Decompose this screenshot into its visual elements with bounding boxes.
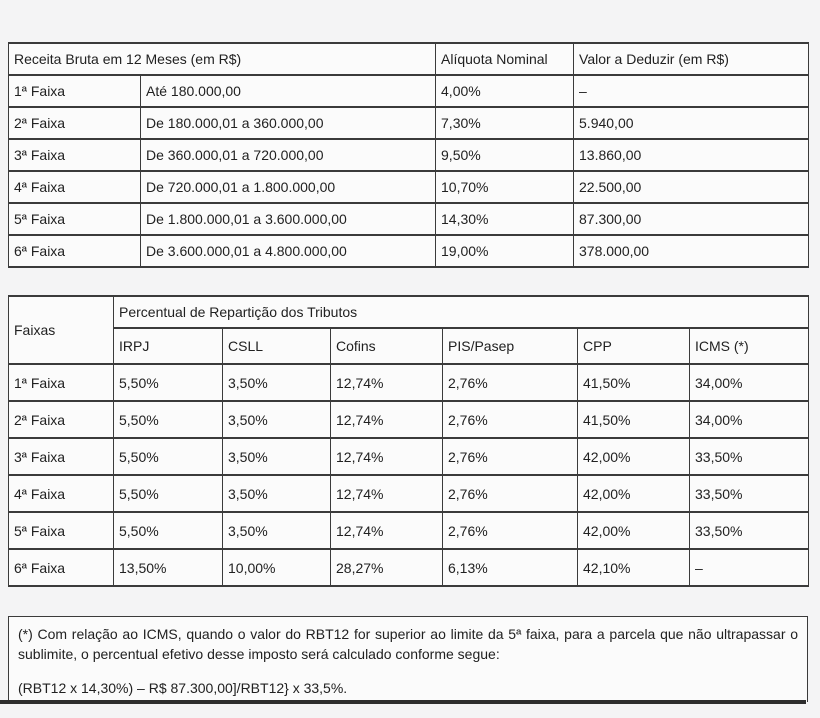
icms-cell: 34,00% bbox=[688, 363, 810, 402]
icms-cell: 33,50% bbox=[688, 474, 810, 513]
faixa-cell: 2ª Faixa bbox=[8, 106, 141, 140]
irpj-cell: 5,50% bbox=[113, 400, 223, 439]
csll-cell: 3,50% bbox=[222, 437, 331, 476]
column-header-cpp: CPP bbox=[577, 327, 690, 365]
column-header-receita: Receita Bruta em 12 Meses (em R$) bbox=[7, 42, 437, 76]
column-header-csll: CSLL bbox=[222, 327, 331, 365]
icms-cell: 34,00% bbox=[688, 400, 810, 439]
cpp-cell: 42,00% bbox=[577, 474, 690, 513]
table-row: 3ª Faixa 5,50% 3,50% 12,74% 2,76% 42,00%… bbox=[8, 437, 810, 476]
table-row: 3ª Faixa De 360.000,01 a 720.000,00 9,50… bbox=[8, 138, 810, 172]
aliquota-cell: 4,00% bbox=[435, 74, 575, 108]
table-group-header-row: Faixas Percentual de Repartição dos Trib… bbox=[8, 295, 810, 365]
cofins-cell: 12,74% bbox=[330, 363, 443, 402]
irpj-cell: 5,50% bbox=[113, 363, 223, 402]
aliquota-cell: 9,50% bbox=[435, 138, 575, 172]
table-row: 6ª Faixa De 3.600.000,01 a 4.800.000,00 … bbox=[8, 234, 810, 268]
cofins-cell: 12,74% bbox=[330, 400, 443, 439]
csll-cell: 3,50% bbox=[222, 363, 331, 402]
group-header-percentual: Percentual de Repartição dos Tributos bbox=[112, 295, 810, 329]
csll-cell: 3,50% bbox=[222, 400, 331, 439]
table-row: 5ª Faixa De 1.800.000,01 a 3.600.000,00 … bbox=[8, 202, 810, 236]
faixa-cell: 5ª Faixa bbox=[8, 511, 114, 550]
table-row: 2ª Faixa De 180.000,01 a 360.000,00 7,30… bbox=[8, 106, 810, 140]
table-row: 4ª Faixa De 720.000,01 a 1.800.000,00 10… bbox=[8, 170, 810, 204]
column-header-icms: ICMS (*) bbox=[688, 327, 810, 365]
tax-distribution-table: Faixas Percentual de Repartição dos Trib… bbox=[8, 295, 810, 587]
pis-pasep-cell: 2,76% bbox=[442, 511, 578, 550]
cofins-cell: 12,74% bbox=[330, 474, 443, 513]
cpp-cell: 41,50% bbox=[577, 363, 690, 402]
table-row: 4ª Faixa 5,50% 3,50% 12,74% 2,76% 42,00%… bbox=[8, 474, 810, 513]
cpp-cell: 42,00% bbox=[577, 511, 690, 550]
cofins-cell: 12,74% bbox=[330, 437, 443, 476]
cofins-cell: 28,27% bbox=[330, 548, 443, 587]
deduzir-cell: 22.500,00 bbox=[573, 170, 810, 204]
faixa-cell: 6ª Faixa bbox=[8, 548, 114, 587]
column-header-deduzir: Valor a Deduzir (em R$) bbox=[573, 42, 810, 76]
aliquota-cell: 10,70% bbox=[435, 170, 575, 204]
column-header-aliquota: Alíquota Nominal bbox=[435, 42, 575, 76]
table-row: 5ª Faixa 5,50% 3,50% 12,74% 2,76% 42,00%… bbox=[8, 511, 810, 550]
table-subheader-row: IRPJ CSLL Cofins PIS/Pasep CPP ICMS (*) bbox=[9, 327, 810, 365]
faixa-cell: 2ª Faixa bbox=[8, 400, 114, 439]
receita-cell: De 1.800.000,01 a 3.600.000,00 bbox=[139, 202, 437, 236]
irpj-cell: 5,50% bbox=[113, 511, 223, 550]
pis-pasep-cell: 6,13% bbox=[442, 548, 578, 587]
footnote-formula: (RBT12 x 14,30%) – R$ 87.300,00]/RBT12} … bbox=[18, 679, 348, 696]
pis-pasep-cell: 2,76% bbox=[442, 474, 578, 513]
pis-pasep-cell: 2,76% bbox=[442, 400, 578, 439]
aliquota-cell: 7,30% bbox=[435, 106, 575, 140]
deduzir-cell: 378.000,00 bbox=[573, 234, 810, 268]
pis-pasep-cell: 2,76% bbox=[442, 363, 578, 402]
irpj-cell: 13,50% bbox=[113, 548, 223, 587]
receita-cell: De 360.000,01 a 720.000,00 bbox=[139, 138, 437, 172]
faixa-cell: 5ª Faixa bbox=[8, 202, 141, 236]
cpp-cell: 42,10% bbox=[577, 548, 690, 587]
cofins-cell: 12,74% bbox=[330, 511, 443, 550]
table-header-row: Receita Bruta em 12 Meses (em R$) Alíquo… bbox=[7, 42, 810, 76]
csll-cell: 3,50% bbox=[222, 474, 331, 513]
icms-cell: – bbox=[688, 548, 810, 587]
csll-cell: 10,00% bbox=[222, 548, 331, 587]
faixa-cell: 4ª Faixa bbox=[8, 170, 141, 204]
faixa-cell: 1ª Faixa bbox=[8, 74, 141, 108]
table-row: 6ª Faixa 13,50% 10,00% 28,27% 6,13% 42,1… bbox=[8, 548, 810, 587]
footnote-paragraph: (*) Com relação ao ICMS, quando o valor … bbox=[18, 626, 798, 663]
bottom-scan-bar bbox=[0, 700, 806, 704]
receita-cell: De 3.600.000,01 a 4.800.000,00 bbox=[139, 234, 437, 268]
cpp-cell: 42,00% bbox=[577, 437, 690, 476]
irpj-cell: 5,50% bbox=[113, 437, 223, 476]
faixa-cell: 1ª Faixa bbox=[8, 363, 114, 402]
deduzir-cell: 87.300,00 bbox=[573, 202, 810, 236]
table-row: 2ª Faixa 5,50% 3,50% 12,74% 2,76% 41,50%… bbox=[8, 400, 810, 439]
faixa-cell: 3ª Faixa bbox=[8, 437, 114, 476]
pis-pasep-cell: 2,76% bbox=[442, 437, 578, 476]
column-header-irpj: IRPJ bbox=[113, 327, 223, 365]
aliquota-cell: 14,30% bbox=[435, 202, 575, 236]
faixa-cell: 4ª Faixa bbox=[8, 474, 114, 513]
deduzir-cell: 5.940,00 bbox=[573, 106, 810, 140]
column-header-pis-pasep: PIS/Pasep bbox=[442, 327, 578, 365]
tax-brackets-table: Receita Bruta em 12 Meses (em R$) Alíquo… bbox=[7, 42, 810, 268]
faixa-cell: 6ª Faixa bbox=[8, 234, 141, 268]
deduzir-cell: 13.860,00 bbox=[573, 138, 810, 172]
cpp-cell: 41,50% bbox=[577, 400, 690, 439]
aliquota-cell: 19,00% bbox=[435, 234, 575, 268]
irpj-cell: 5,50% bbox=[113, 474, 223, 513]
table-row: 1ª Faixa Até 180.000,00 4,00% – bbox=[8, 74, 810, 108]
column-header-faixas: Faixas bbox=[8, 295, 114, 365]
receita-cell: De 180.000,01 a 360.000,00 bbox=[139, 106, 437, 140]
icms-cell: 33,50% bbox=[688, 511, 810, 550]
deduzir-cell: – bbox=[573, 74, 810, 108]
icms-footnote: (*) Com relação ao ICMS, quando o valor … bbox=[8, 616, 808, 702]
receita-cell: De 720.000,01 a 1.800.000,00 bbox=[139, 170, 437, 204]
csll-cell: 3,50% bbox=[222, 511, 331, 550]
faixa-cell: 3ª Faixa bbox=[8, 138, 141, 172]
icms-cell: 33,50% bbox=[688, 437, 810, 476]
column-header-cofins: Cofins bbox=[330, 327, 443, 365]
receita-cell: Até 180.000,00 bbox=[139, 74, 437, 108]
table-row: 1ª Faixa 5,50% 3,50% 12,74% 2,76% 41,50%… bbox=[8, 363, 810, 402]
